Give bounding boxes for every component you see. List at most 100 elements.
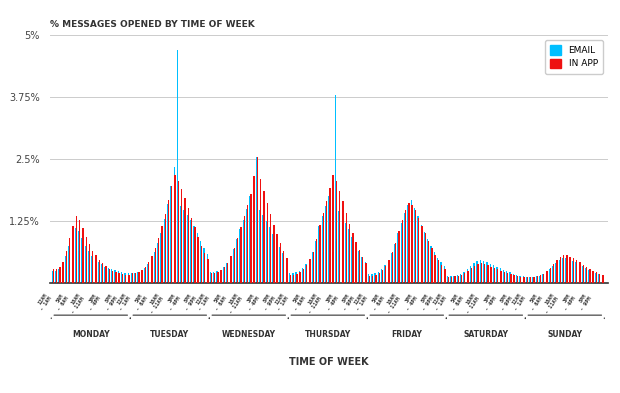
Bar: [213, 272, 215, 283]
Bar: [593, 270, 594, 283]
Bar: [536, 276, 538, 283]
Bar: [526, 277, 527, 283]
Bar: [388, 260, 389, 283]
Bar: [402, 220, 403, 283]
Bar: [437, 258, 438, 283]
Bar: [81, 239, 83, 283]
Bar: [272, 235, 274, 283]
Bar: [603, 275, 604, 283]
Bar: [438, 260, 439, 283]
Bar: [56, 269, 57, 283]
Bar: [316, 239, 317, 283]
Bar: [224, 267, 225, 283]
Bar: [359, 250, 360, 283]
Bar: [526, 277, 528, 283]
Bar: [422, 226, 423, 283]
Bar: [368, 274, 370, 283]
Bar: [487, 265, 489, 283]
Bar: [405, 210, 406, 283]
Bar: [375, 275, 376, 283]
Bar: [170, 186, 172, 283]
Bar: [601, 275, 603, 283]
Bar: [578, 264, 580, 283]
Bar: [200, 241, 202, 283]
Text: TUESDAY: TUESDAY: [150, 330, 189, 339]
Bar: [290, 275, 291, 283]
Bar: [583, 264, 584, 283]
Bar: [312, 252, 314, 283]
Bar: [168, 200, 169, 283]
Bar: [138, 272, 140, 283]
Bar: [565, 258, 567, 283]
Bar: [408, 203, 410, 283]
Bar: [453, 275, 455, 283]
Bar: [523, 277, 525, 283]
Bar: [214, 273, 215, 283]
Bar: [546, 272, 547, 283]
Bar: [553, 264, 554, 283]
Bar: [204, 253, 205, 283]
Bar: [322, 213, 324, 283]
Bar: [457, 275, 458, 283]
Bar: [293, 275, 294, 283]
Bar: [579, 262, 581, 283]
Bar: [295, 272, 297, 283]
Bar: [533, 277, 534, 283]
Bar: [477, 261, 478, 283]
Bar: [329, 196, 330, 283]
Bar: [543, 274, 544, 283]
Bar: [190, 220, 192, 283]
Bar: [226, 263, 228, 283]
Bar: [533, 277, 534, 283]
Bar: [184, 210, 185, 283]
Bar: [550, 268, 551, 283]
Bar: [247, 205, 248, 283]
Bar: [55, 270, 56, 283]
Bar: [184, 198, 185, 283]
Bar: [299, 270, 300, 283]
Bar: [451, 277, 453, 283]
Bar: [53, 269, 54, 283]
Bar: [467, 270, 469, 283]
Bar: [154, 248, 156, 283]
Bar: [588, 270, 590, 283]
Bar: [591, 271, 593, 283]
Text: % MESSAGES OPENED BY TIME OF WEEK: % MESSAGES OPENED BY TIME OF WEEK: [50, 20, 254, 29]
Bar: [92, 251, 94, 283]
Text: SUNDAY: SUNDAY: [547, 330, 582, 339]
Bar: [250, 194, 252, 283]
Bar: [454, 276, 456, 283]
Bar: [282, 253, 283, 283]
Bar: [118, 271, 119, 283]
Bar: [575, 262, 577, 283]
Bar: [52, 270, 53, 283]
Bar: [417, 216, 419, 283]
Bar: [167, 204, 169, 283]
Bar: [178, 182, 179, 283]
Bar: [233, 249, 234, 283]
Bar: [369, 275, 370, 283]
Bar: [598, 274, 600, 283]
Bar: [361, 257, 363, 283]
Bar: [493, 265, 494, 283]
Bar: [497, 269, 498, 283]
Bar: [266, 221, 267, 283]
Bar: [69, 239, 71, 283]
Bar: [392, 252, 393, 283]
Bar: [76, 216, 77, 283]
Bar: [267, 203, 268, 283]
Bar: [211, 273, 212, 283]
Bar: [286, 258, 287, 283]
Bar: [246, 209, 247, 283]
Bar: [286, 258, 288, 283]
Text: TIME OF WEEK: TIME OF WEEK: [289, 357, 368, 367]
Bar: [329, 188, 330, 283]
Bar: [79, 220, 81, 283]
Bar: [480, 263, 482, 283]
Bar: [264, 191, 265, 283]
Bar: [464, 273, 466, 283]
Bar: [407, 205, 409, 283]
Bar: [496, 266, 498, 283]
Bar: [404, 213, 405, 283]
Bar: [58, 269, 60, 283]
